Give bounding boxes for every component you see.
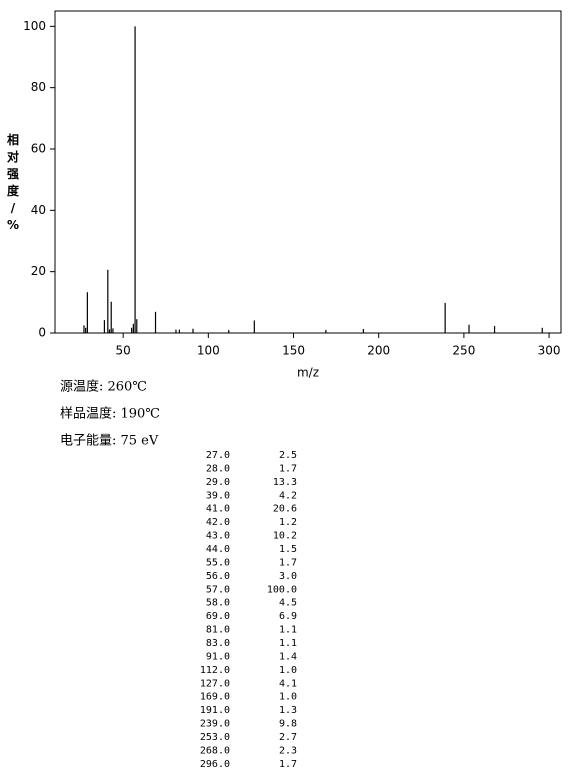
y-axis-label: 相对强度/% [7,132,20,232]
table-intensity: 2.5 [279,450,297,461]
table-mz: 253.0 [200,732,230,743]
x-tick-label: 250 [452,344,475,358]
table-mz: 43.0 [206,531,230,542]
table-mz: 57.0 [206,584,230,595]
table-mz: 296.0 [200,759,230,770]
table-intensity: 1.0 [279,692,297,703]
x-axis-label: m/z [297,366,319,380]
y-tick-label: 80 [31,80,46,94]
x-tick-label: 100 [197,344,220,358]
table-intensity: 1.1 [279,638,297,649]
table-intensity: 10.2 [273,531,297,542]
x-tick-label: 300 [538,344,561,358]
info-line: 源温度: 260℃ [60,379,147,395]
table-intensity: 9.8 [279,719,297,730]
table-mz: 56.0 [206,571,230,582]
table-mz: 169.0 [200,692,230,703]
table-intensity: 4.1 [279,678,297,689]
table-mz: 58.0 [206,598,230,609]
table-mz: 41.0 [206,504,230,515]
table-intensity: 13.3 [273,477,297,488]
table-intensity: 6.9 [279,611,297,622]
y-tick-label: 20 [31,264,46,278]
table-mz: 268.0 [200,745,230,756]
table-mz: 29.0 [206,477,230,488]
table-mz: 55.0 [206,557,230,568]
table-intensity: 1.7 [279,759,297,770]
table-mz: 127.0 [200,678,230,689]
table-intensity: 1.1 [279,625,297,636]
info-line: 样品温度: 190℃ [60,406,160,422]
table-intensity: 2.3 [279,745,297,756]
table-mz: 69.0 [206,611,230,622]
table-intensity: 4.5 [279,598,297,609]
table-mz: 91.0 [206,651,230,662]
table-intensity: 4.2 [279,490,297,501]
table-intensity: 1.2 [279,517,297,528]
table-intensity: 20.6 [273,504,297,515]
table-mz: 44.0 [206,544,230,555]
table-mz: 81.0 [206,625,230,636]
table-intensity: 1.5 [279,544,297,555]
table-intensity: 2.7 [279,732,297,743]
table-mz: 83.0 [206,638,230,649]
table-intensity: 3.0 [279,571,297,582]
table-mz: 28.0 [206,463,230,474]
y-tick-label: 100 [23,19,46,33]
table-mz: 112.0 [200,665,230,676]
x-tick-label: 200 [367,344,390,358]
table-mz: 27.0 [206,450,230,461]
plot-frame [54,10,562,334]
table-intensity: 100.0 [267,584,297,595]
y-tick-label: 40 [31,203,46,217]
table-intensity: 1.7 [279,557,297,568]
x-tick-label: 150 [282,344,305,358]
y-tick-label: 0 [38,326,46,340]
y-tick-label: 60 [31,142,46,156]
table-intensity: 1.4 [279,651,297,662]
info-line: 电子能量: 75 eV [60,434,159,449]
table-mz: 191.0 [200,705,230,716]
table-mz: 42.0 [206,517,230,528]
x-tick-label: 50 [116,344,131,358]
table-mz: 39.0 [206,490,230,501]
table-intensity: 1.3 [279,705,297,716]
table-mz: 239.0 [200,719,230,730]
table-intensity: 1.7 [279,463,297,474]
table-intensity: 1.0 [279,665,297,676]
